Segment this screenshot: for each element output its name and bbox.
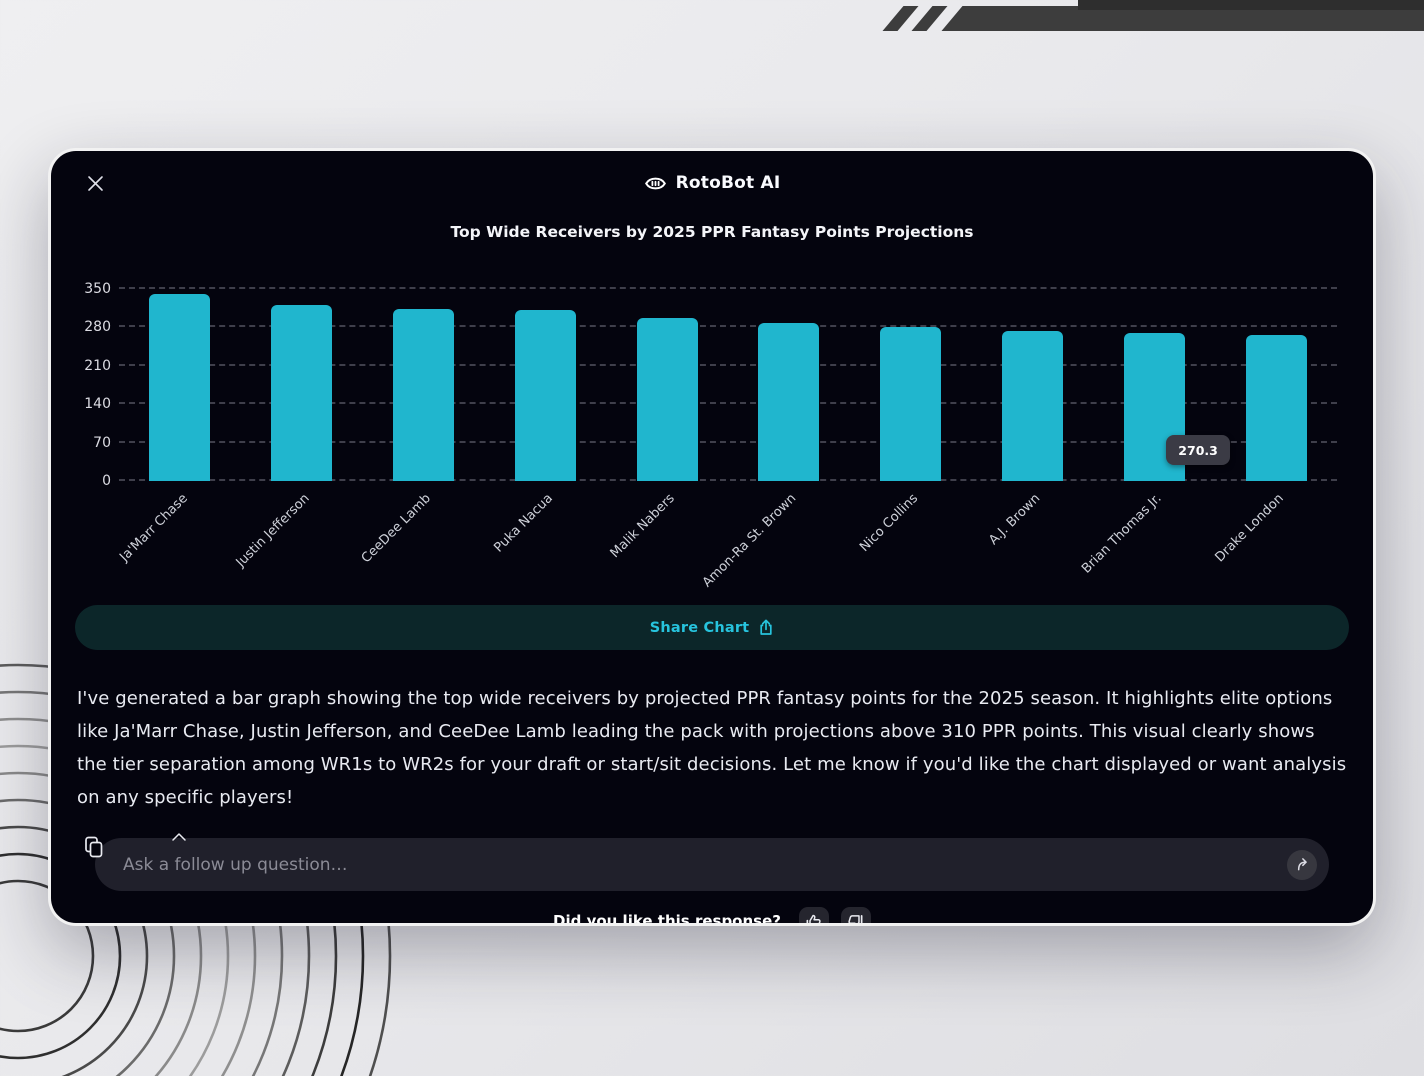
thumbs-down-button[interactable] — [840, 907, 871, 923]
share-chart-label: Share Chart — [649, 619, 750, 636]
bar-nico-collins[interactable] — [880, 327, 942, 481]
y-axis: 0 70 140 210 280 350 — [75, 281, 119, 489]
curved-up-arrow-icon — [1297, 858, 1307, 871]
bar-a-j-brown[interactable] — [1001, 330, 1063, 481]
bar-slot: Ja'Marr Chase — [117, 289, 241, 565]
gridline — [119, 479, 1337, 481]
bar-slot: A.J. Brown — [972, 289, 1094, 548]
bar-slot: CeeDee Lamb — [359, 289, 485, 566]
thumbs-down-icon — [848, 914, 863, 923]
app-logo-icon — [644, 177, 666, 189]
bar-puka-nacua[interactable] — [514, 309, 576, 481]
assistant-message: I've generated a bar graph showing the t… — [77, 688, 1347, 808]
decor-top-bar-dark — [1078, 0, 1424, 10]
chevron-up-icon — [172, 833, 186, 841]
bar-slot: Amon-Ra St. Brown — [700, 289, 850, 590]
y-tick-label: 140 — [84, 396, 111, 413]
bar-slot: Puka Nacua — [484, 289, 606, 556]
y-tick-label: 350 — [84, 281, 111, 297]
followup-input-container — [95, 838, 1329, 891]
bar-slot: Justin Jefferson — [233, 289, 363, 570]
thumbs-up-icon — [806, 914, 822, 923]
share-up-arrow-icon — [760, 619, 772, 635]
feedback-row: Did you like this response? — [51, 907, 1373, 926]
y-tick-label: 70 — [93, 434, 111, 451]
feedback-question: Did you like this response? — [553, 912, 781, 926]
gridline — [119, 402, 1337, 405]
send-button[interactable] — [1287, 849, 1317, 880]
bar-slot: Drake London — [1212, 289, 1337, 565]
bar-justin-jefferson[interactable] — [271, 305, 333, 481]
gridline — [119, 287, 1337, 289]
bar-ceedee-lamb[interactable] — [392, 309, 454, 481]
value-tooltip: 270.3 — [1166, 435, 1230, 465]
thumbs-up-button[interactable] — [798, 907, 829, 923]
chat-modal: RotoBot AI Top Wide Receivers by 2025 PP… — [48, 148, 1376, 926]
chart-title: Top Wide Receivers by 2025 PPR Fantasy P… — [450, 223, 974, 241]
scroll-top-button[interactable] — [171, 832, 187, 842]
plot-area: 270.3 Ja'Marr Chase Justin Jefferson CeeDe… — [117, 287, 1337, 590]
app-title: RotoBot AI — [675, 173, 781, 193]
input-zone — [51, 833, 1373, 891]
close-button[interactable] — [81, 169, 109, 197]
share-chart-button[interactable]: Share Chart — [75, 605, 1349, 650]
copy-button[interactable] — [83, 835, 105, 860]
y-tick-label: 210 — [84, 357, 111, 374]
gridline — [119, 325, 1337, 328]
y-tick-label: 280 — [84, 319, 111, 336]
decor-diagonal-stripe — [911, 6, 948, 31]
bar-malik-nabers[interactable] — [636, 317, 698, 481]
bar-drake-london[interactable] — [1245, 335, 1307, 481]
gridline — [119, 440, 1337, 443]
bar-slot: Nico Collins — [850, 289, 972, 555]
modal-header: RotoBot AI — [51, 151, 1373, 195]
copy-icon — [85, 836, 103, 858]
y-tick-label: 0 — [102, 473, 111, 489]
decor-concentric-arcs — [0, 650, 392, 1076]
bar-amon-ra-st-brown[interactable] — [758, 322, 820, 481]
tooltip-value: 270.3 — [1178, 442, 1218, 458]
gridline — [119, 363, 1337, 366]
bar-ja-marr-chase[interactable] — [149, 294, 211, 481]
close-icon — [87, 175, 103, 191]
followup-input[interactable] — [123, 854, 1287, 875]
bar-slot: Malik Nabers — [606, 289, 728, 561]
bar-chart: 0 70 140 210 280 350 270.3 Ja'Marr Chase Justi… — [51, 281, 1373, 593]
